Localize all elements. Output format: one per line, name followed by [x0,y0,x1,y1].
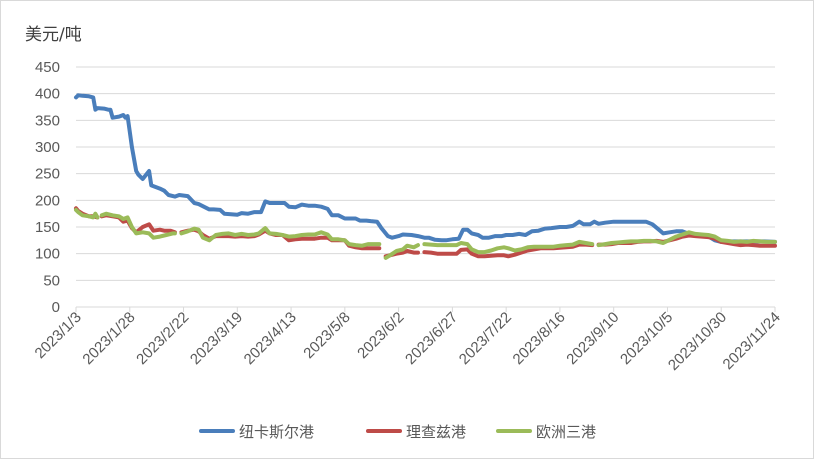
x-tick-label: 2023/6/27 [402,309,461,368]
gridlines [76,66,775,281]
x-tick-label: 2023/5/8 [300,309,353,362]
legend: 纽卡斯尔港 理查兹港 欧洲三港 [199,423,596,441]
y-tick-label: 450 [35,59,60,76]
x-tick-label: 2023/8/16 [510,309,569,368]
y-tick-label: 100 [35,246,60,263]
x-axis-ticks: 2023/1/32023/1/282023/2/222023/3/192023/… [32,307,784,374]
x-tick-label: 2023/1/3 [32,309,85,362]
y-tick-label: 250 [35,166,60,183]
series-line-3 [179,226,382,248]
y-tick-label: 300 [35,139,60,156]
series-line-3 [596,230,777,248]
x-tick-label: 2023/3/19 [187,309,246,368]
y-tick-label: 0 [52,299,60,316]
series-line-2 [99,213,177,235]
x-tick-label: 2023/1/28 [79,309,138,368]
x-tick-label: 2023/2/22 [133,309,192,368]
y-tick-label: 200 [35,192,60,209]
y-tick-label: 350 [35,112,60,129]
y-unit-label: 美元/吨 [25,25,82,45]
y-tick-label: 150 [35,219,60,236]
x-tick-label: 2023/7/22 [456,309,515,368]
y-tick-label: 50 [43,272,60,289]
x-tick-label: 2023/6/2 [354,309,407,362]
legend-label: 纽卡斯尔港 [239,423,314,441]
y-axis-ticks: 0 50 100 150 200 250 300 350 400 450 [35,59,60,316]
x-tick-label: 2023/10/30 [665,309,730,374]
x-tick-label: 2023/9/10 [563,309,622,368]
y-tick-label: 400 [35,86,60,103]
series-line-2 [422,242,595,259]
series-line-3 [99,211,177,240]
x-tick-label: 2023/4/13 [241,309,300,368]
series-line-3 [74,207,100,220]
series-line-1 [74,93,777,244]
x-tick-label: 2023/11/24 [720,309,784,373]
series-lines [74,93,777,260]
series-line-3 [422,239,595,255]
series-line-3 [383,243,420,260]
legend-label: 理查兹港 [406,423,466,441]
legend-label: 欧洲三港 [536,423,596,441]
